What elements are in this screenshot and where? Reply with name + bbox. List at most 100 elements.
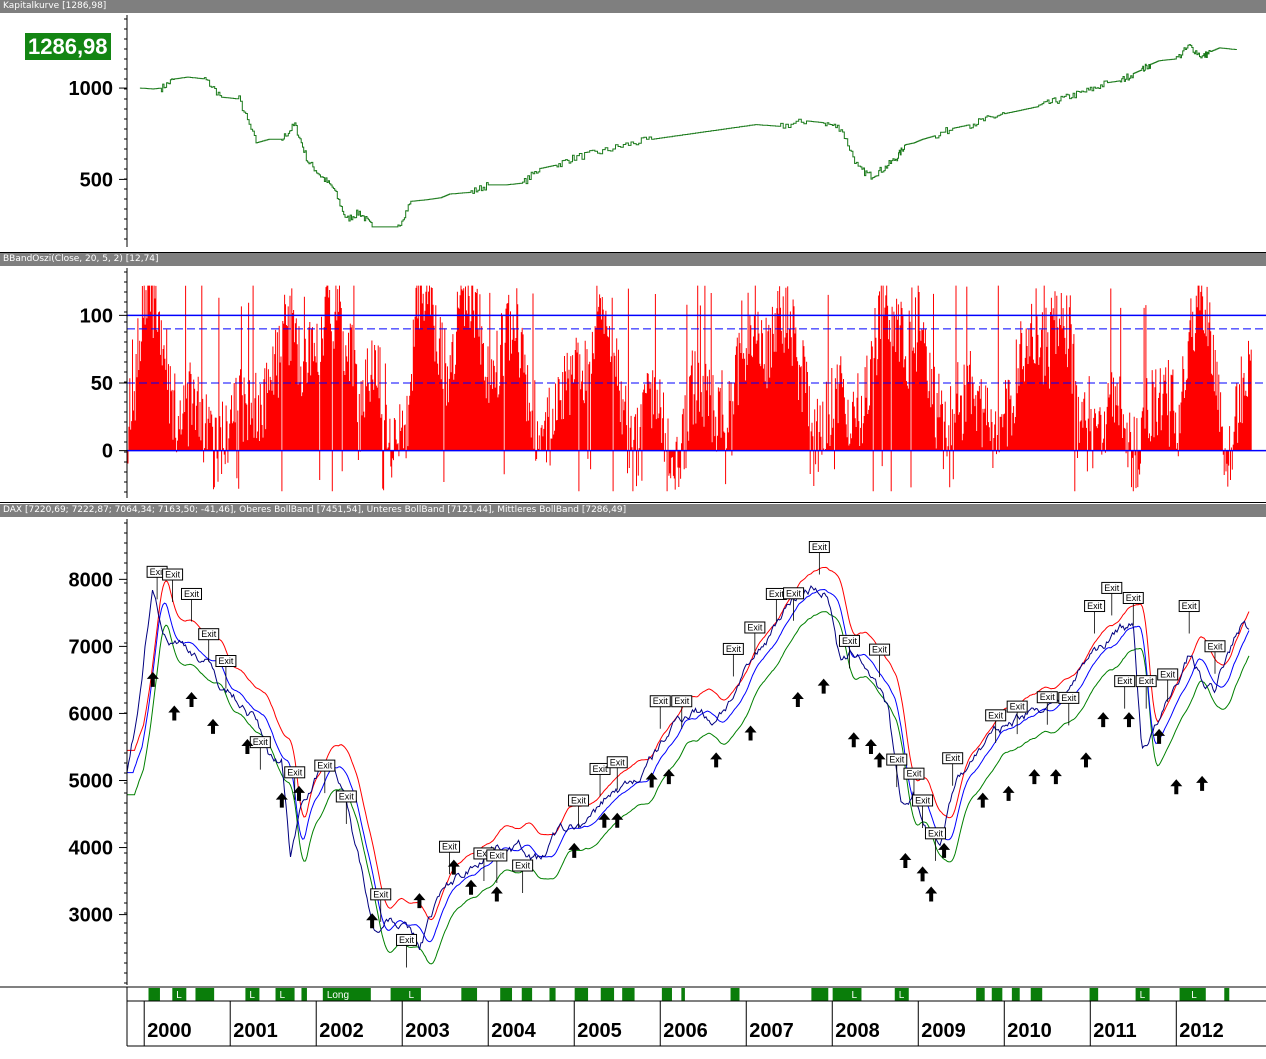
long-position-marker bbox=[1030, 988, 1043, 1001]
long-position-marker bbox=[661, 988, 672, 1001]
long-position-marker bbox=[600, 988, 615, 1001]
exit-label-text: Exit bbox=[593, 764, 609, 774]
price-tick-label: 6000 bbox=[69, 703, 114, 725]
exit-label-text: Exit bbox=[1182, 601, 1198, 611]
exit-label-text: Exit bbox=[1207, 641, 1223, 651]
exit-label-box bbox=[722, 642, 744, 655]
exit-label-box bbox=[1058, 691, 1080, 704]
exit-label-text: Exit bbox=[1117, 676, 1133, 686]
position-label: L bbox=[409, 990, 415, 1001]
long-position-marker bbox=[549, 988, 556, 1001]
year-label: 2010 bbox=[1007, 1020, 1052, 1042]
entry-arrow-icon bbox=[1170, 779, 1183, 795]
exit-label-box bbox=[1178, 600, 1200, 613]
exit-label-text: Exit bbox=[674, 696, 690, 706]
exit-label-text: Exit bbox=[571, 795, 587, 805]
entry-arrow-icon bbox=[146, 671, 159, 687]
long-position-marker bbox=[847, 988, 862, 1001]
equity-tick-label: 1000 bbox=[69, 78, 114, 100]
exit-label-text: Exit bbox=[489, 850, 505, 860]
equity-panel: 500 1000 1286,98 bbox=[0, 13, 1266, 253]
exit-label-box bbox=[439, 840, 461, 853]
position-label: L bbox=[899, 990, 905, 1001]
exit-label-text: Exit bbox=[201, 629, 217, 639]
exit-label-text: Exit bbox=[1126, 593, 1142, 603]
entry-arrow-icon bbox=[185, 692, 198, 708]
exit-label-box bbox=[568, 794, 590, 807]
equity-value-badge: 1286,98 bbox=[25, 33, 111, 60]
oscillator-chart: 0 50 100 bbox=[80, 268, 1266, 498]
long-position-marker bbox=[1135, 988, 1150, 1001]
entry-arrow-icon bbox=[168, 705, 181, 721]
exit-label-box bbox=[512, 859, 534, 872]
exit-label-text: Exit bbox=[253, 737, 269, 747]
exit-label-box bbox=[249, 736, 271, 749]
osc-tick-label: 0 bbox=[102, 441, 113, 463]
entry-arrow-icon bbox=[366, 913, 379, 929]
position-label: L bbox=[176, 990, 182, 1001]
long-position-marker bbox=[832, 988, 849, 1001]
exit-label-box bbox=[1101, 581, 1123, 594]
entry-arrow-icon bbox=[490, 886, 503, 902]
exit-label-box bbox=[1157, 668, 1179, 681]
long-position-marker bbox=[622, 988, 635, 1001]
exit-label-box bbox=[198, 628, 220, 641]
long-position-marker bbox=[811, 988, 829, 1001]
exit-label-box bbox=[215, 655, 237, 668]
long-position-marker bbox=[172, 988, 187, 1001]
entry-arrow-icon bbox=[1028, 769, 1041, 785]
exit-label-text: Exit bbox=[945, 753, 961, 763]
exit-label-text: Exit bbox=[1160, 669, 1176, 679]
exit-label-text: Exit bbox=[515, 861, 531, 871]
long-position-marker bbox=[245, 988, 260, 1001]
exit-label-box bbox=[589, 762, 611, 775]
exit-label-text: Exit bbox=[373, 889, 389, 899]
long-position-marker bbox=[574, 988, 589, 1001]
exit-label-text: Exit bbox=[317, 761, 333, 771]
year-label: 2009 bbox=[921, 1020, 966, 1042]
exit-label-box bbox=[942, 752, 964, 765]
exit-label-box bbox=[181, 587, 203, 600]
exit-label-box bbox=[744, 621, 766, 634]
year-label: 2007 bbox=[749, 1020, 794, 1042]
exit-label-box bbox=[606, 756, 628, 769]
entry-arrow-icon bbox=[1196, 775, 1209, 791]
long-position-marker bbox=[1011, 988, 1020, 1001]
exit-label-text: Exit bbox=[287, 767, 303, 777]
exit-label-text: Exit bbox=[150, 567, 166, 577]
exit-label-text: Exit bbox=[726, 644, 742, 654]
exit-label-text: Exit bbox=[1040, 692, 1056, 702]
year-label: 2000 bbox=[147, 1020, 192, 1042]
long-position-marker bbox=[148, 988, 160, 1001]
exit-label-text: Exit bbox=[812, 542, 828, 552]
entry-arrow-icon bbox=[916, 866, 929, 882]
year-label: 2003 bbox=[405, 1020, 450, 1042]
exit-label-box bbox=[335, 790, 357, 803]
exit-label-box bbox=[808, 541, 830, 554]
exit-label-box bbox=[314, 759, 336, 772]
long-position-marker bbox=[894, 988, 909, 1001]
exit-label-box bbox=[1084, 600, 1106, 613]
exit-label-text: Exit bbox=[1087, 601, 1103, 611]
exit-label-text: Exit bbox=[1104, 583, 1120, 593]
exit-label-text: Exit bbox=[988, 710, 1004, 720]
long-position-marker bbox=[301, 988, 307, 1001]
exit-label-box bbox=[370, 888, 392, 901]
entry-arrow-icon bbox=[710, 752, 723, 768]
entry-arrow-icon bbox=[241, 738, 254, 754]
entry-arrow-icon bbox=[864, 738, 877, 754]
exit-label-text: Exit bbox=[610, 757, 626, 767]
entry-arrow-icon bbox=[275, 792, 288, 808]
exit-label-box bbox=[1114, 675, 1136, 688]
long-position-marker bbox=[404, 988, 419, 1001]
long-position-marker bbox=[195, 988, 215, 1001]
position-label: L bbox=[280, 990, 286, 1001]
entry-arrow-icon bbox=[1079, 752, 1092, 768]
exit-label-box bbox=[396, 933, 418, 946]
entry-arrow-icon bbox=[293, 785, 306, 801]
price-chart: Exit Exit Exit Exit Exit Exit Exit Exit Exit Exit… bbox=[0, 519, 1266, 1047]
exit-label-box bbox=[912, 794, 934, 807]
exit-label-text: Exit bbox=[165, 570, 181, 580]
year-label: 2002 bbox=[319, 1020, 364, 1042]
long-position-marker bbox=[1197, 988, 1206, 1001]
